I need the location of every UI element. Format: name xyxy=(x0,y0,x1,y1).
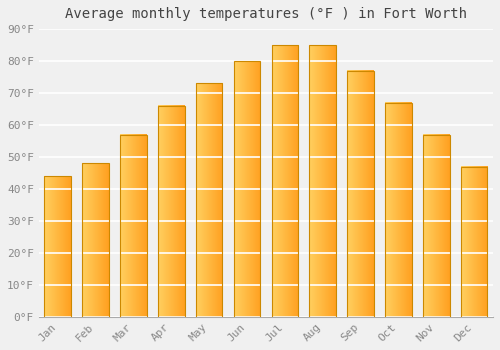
Bar xyxy=(158,106,184,317)
Bar xyxy=(82,163,109,317)
Bar xyxy=(44,176,71,317)
Bar xyxy=(234,61,260,317)
Bar xyxy=(120,134,146,317)
Bar xyxy=(385,103,411,317)
Bar xyxy=(196,83,222,317)
Bar xyxy=(348,71,374,317)
Bar xyxy=(461,167,487,317)
Title: Average monthly temperatures (°F ) in Fort Worth: Average monthly temperatures (°F ) in Fo… xyxy=(65,7,467,21)
Bar xyxy=(310,45,336,317)
Bar xyxy=(272,45,298,317)
Bar xyxy=(423,134,450,317)
